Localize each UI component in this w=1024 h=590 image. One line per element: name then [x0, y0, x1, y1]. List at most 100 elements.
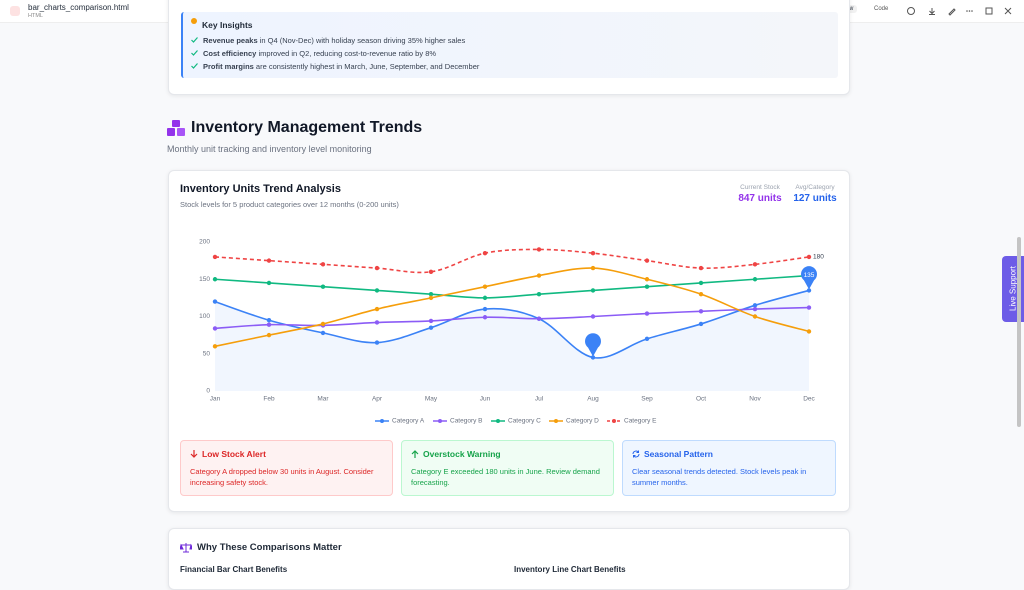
legend-dot [438, 419, 442, 423]
point [806, 288, 812, 293]
stat-label: Current Stock [740, 184, 780, 191]
alert-title: Overstock Warning [423, 449, 501, 459]
boxes-icon [167, 120, 185, 136]
point [590, 314, 596, 319]
pin-shape [801, 266, 817, 290]
point [536, 291, 542, 297]
insight-icon [191, 18, 197, 24]
y-tick-label: 0 [206, 388, 210, 395]
point [212, 277, 218, 282]
callout-pin [585, 333, 601, 357]
point [482, 284, 488, 289]
point [266, 280, 272, 286]
x-tick-label: Aug [587, 396, 599, 403]
stat-label: Avg/Category [795, 184, 835, 191]
code-tab[interactable]: Code [874, 6, 889, 12]
insights-panel: Key Insights Revenue peaks in Q4 (Nov-De… [181, 12, 838, 78]
line [214, 289, 810, 359]
x-tick-label: Apr [372, 396, 383, 403]
point [428, 295, 434, 301]
point [266, 258, 272, 263]
legend-dot [496, 419, 500, 423]
stat: Avg/Category 127 units [788, 184, 842, 204]
insight-text: improved in Q2, reducing cost-to-revenue… [256, 49, 437, 58]
check-icon [191, 63, 198, 69]
point [266, 318, 272, 323]
y-tick-label: 50 [203, 350, 211, 357]
point [806, 329, 812, 334]
toolbar-icons[interactable] [905, 5, 1015, 17]
legend-label: Category D [566, 418, 599, 425]
alert-title: Low Stock Alert [202, 449, 266, 459]
point [644, 277, 650, 282]
point [320, 284, 326, 289]
x-tick-label: Dec [803, 396, 815, 403]
file-name[interactable]: bar_charts_comparison.html [28, 3, 129, 12]
point [698, 280, 704, 286]
check-icon [191, 50, 198, 56]
legend-dot [380, 419, 384, 423]
legend-dot [554, 419, 558, 423]
point [644, 336, 650, 342]
point [374, 320, 380, 325]
legend-dot [612, 419, 616, 423]
point [698, 321, 704, 327]
x-tick-label: Sep [641, 396, 653, 403]
point [590, 250, 596, 256]
y-tick-label: 100 [199, 313, 210, 320]
point [752, 277, 758, 282]
check-icon [191, 37, 198, 43]
point [590, 265, 596, 271]
x-tick-label: Feb [263, 396, 275, 403]
insight-bold: Profit margins [203, 62, 254, 71]
y-tick-label: 150 [199, 276, 210, 283]
point [752, 306, 758, 312]
point [806, 254, 812, 260]
point [374, 340, 380, 345]
point [752, 262, 758, 267]
point [752, 314, 758, 319]
x-tick-label: May [425, 396, 438, 403]
point [212, 344, 218, 349]
point [590, 288, 596, 293]
line [214, 274, 810, 299]
legend-label: Category B [450, 418, 483, 425]
alert-text: Category E exceeded 180 units in June. R… [411, 467, 600, 487]
alert-title: Seasonal Pattern [644, 449, 713, 459]
end-label: 180 [813, 254, 824, 261]
refresh-icon [632, 450, 640, 458]
point [266, 332, 272, 338]
point [266, 322, 272, 327]
legend-label: Category C [508, 418, 541, 425]
card-subtitle: Stock levels for 5 product categories ov… [180, 200, 399, 209]
point [806, 305, 812, 310]
benefits-card [168, 528, 850, 590]
callout-pin: 135 [801, 266, 817, 290]
point [698, 309, 704, 314]
scrollbar[interactable] [1017, 237, 1021, 427]
benefit-column: Financial Bar Chart Benefits [180, 565, 288, 574]
point [536, 247, 542, 252]
point [644, 258, 650, 263]
benefits-title: Why These Comparisons Matter [197, 542, 342, 553]
point [644, 311, 650, 316]
point [320, 330, 326, 336]
callout-label: 135 [804, 272, 815, 279]
x-tick-label: Jul [535, 396, 544, 403]
up-arrow-icon [411, 450, 419, 458]
point [212, 299, 218, 304]
insight-text: in Q4 (Nov-Dec) with holiday season driv… [257, 36, 466, 45]
file-kind: HTML [28, 13, 43, 19]
insight-item: Profit margins are consistently highest … [191, 62, 479, 71]
stat: Current Stock 847 units [730, 184, 790, 204]
legend-label: Category E [624, 418, 657, 425]
insight-bold: Cost efficiency [203, 49, 257, 58]
area [215, 290, 809, 391]
benefit-column: Inventory Line Chart Benefits [514, 565, 626, 574]
stat-value: 127 units [793, 193, 837, 204]
point [536, 316, 542, 321]
insight-item: Cost efficiency improved in Q2, reducing… [191, 49, 436, 58]
x-tick-label: Jan [210, 396, 221, 403]
point [374, 288, 380, 293]
point [212, 254, 218, 260]
